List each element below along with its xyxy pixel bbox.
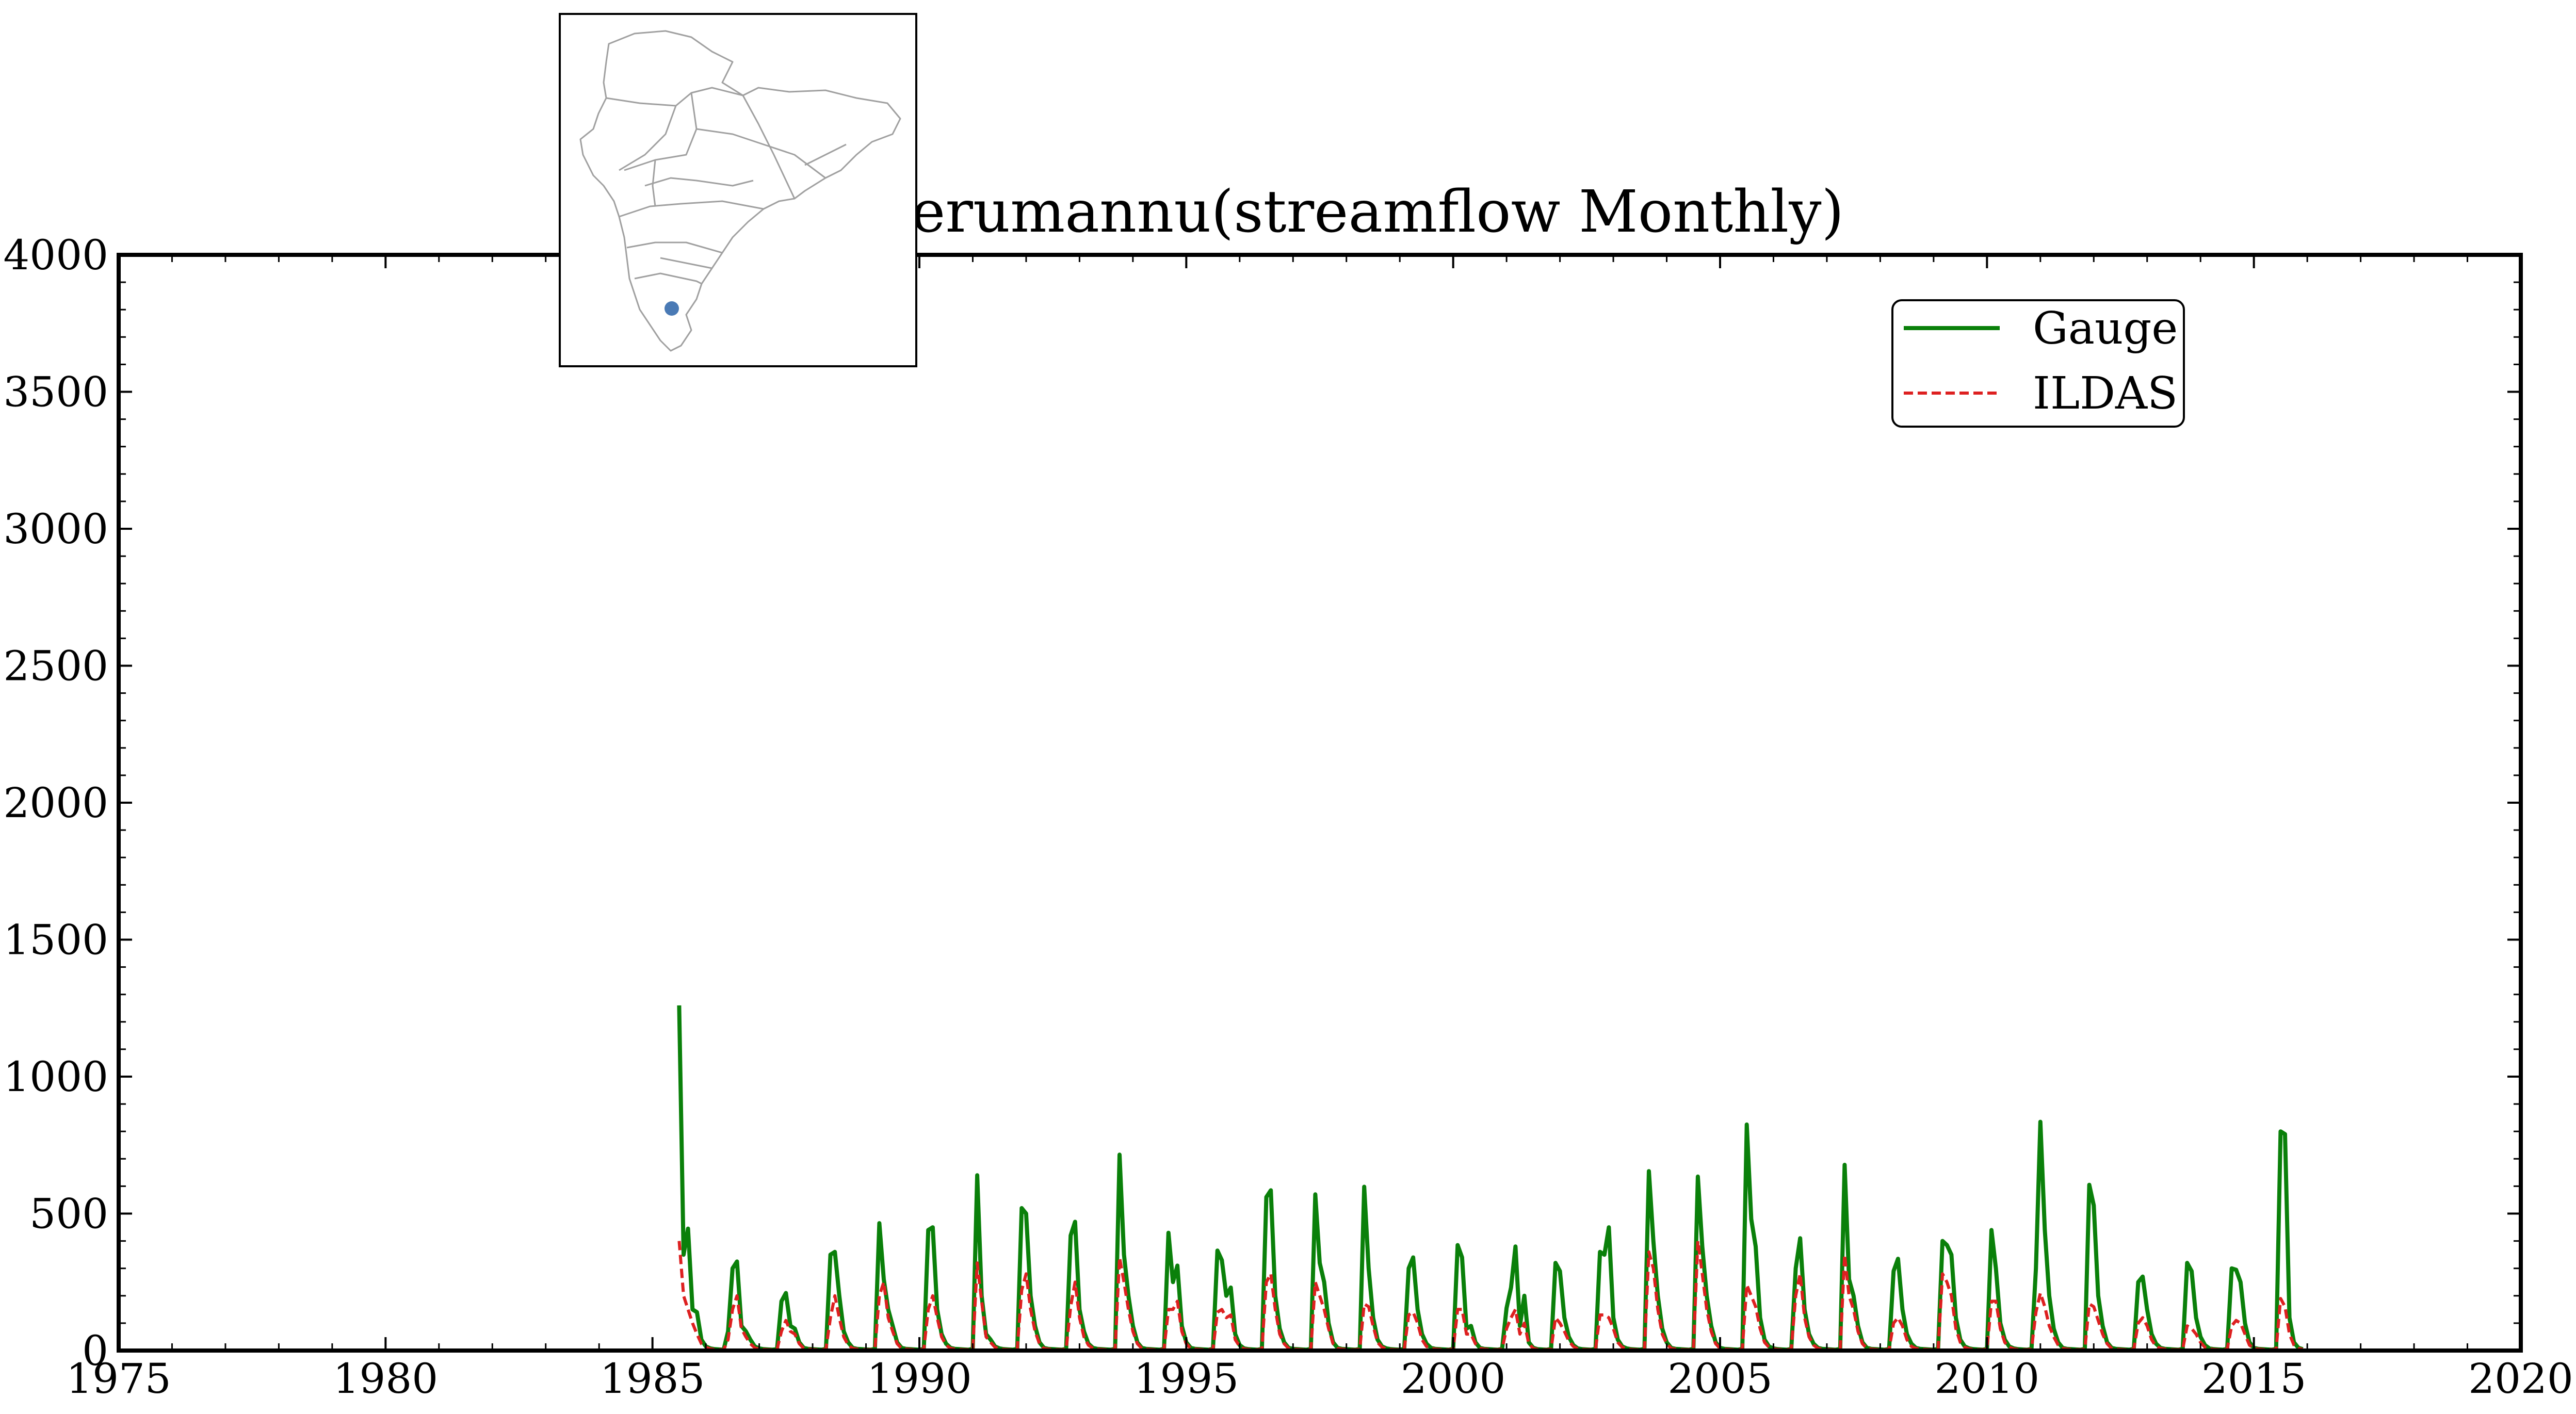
x-tick-label: 2020 [2468,1355,2573,1403]
station-location-marker [665,301,679,316]
x-tick-label: 1995 [1134,1355,1239,1403]
x-tick-label: 1990 [867,1355,972,1403]
x-tick-label: 1975 [66,1355,171,1403]
legend: Gauge ILDAS [1891,299,2185,428]
india-basins-map-icon [579,30,901,352]
x-tick-label: 1980 [333,1355,439,1403]
y-tick-label: 4000 [3,231,108,279]
plot-area: 1975 1980 1985 1990 1995 2000 2005 2010 2015 2020… [3,231,2573,1403]
x-tick-label: 2015 [2201,1355,2307,1403]
axis-ticks: 1975 1980 1985 1990 1995 2000 2005 2010 2015 2020… [3,231,2573,1403]
x-tick-label: 2010 [1935,1355,2040,1403]
chart-title: Perumannu(streamflow Monthly) [875,178,1844,246]
series-layer [677,1005,2304,1352]
y-tick-label: 1500 [3,916,108,964]
y-tick-label: 3000 [3,505,108,553]
legend-ildas-label: ILDAS [2033,368,2178,419]
legend-gauge-label: Gauge [2033,303,2178,354]
x-tick-label: 1985 [600,1355,705,1403]
y-tick-label: 500 [29,1190,108,1238]
series-line-gauge [677,1005,2304,1352]
x-tick-label: 2005 [1667,1355,1773,1403]
inset-locator-map [559,13,917,367]
y-tick-label: 1000 [3,1053,108,1101]
y-tick-label: 2000 [3,779,108,827]
x-tick-label: 2000 [1401,1355,1506,1403]
y-tick-label: 3500 [3,368,108,416]
y-tick-label: 2500 [3,642,108,690]
y-tick-label: 0 [82,1327,108,1375]
series-line-ildas [677,1239,2304,1352]
